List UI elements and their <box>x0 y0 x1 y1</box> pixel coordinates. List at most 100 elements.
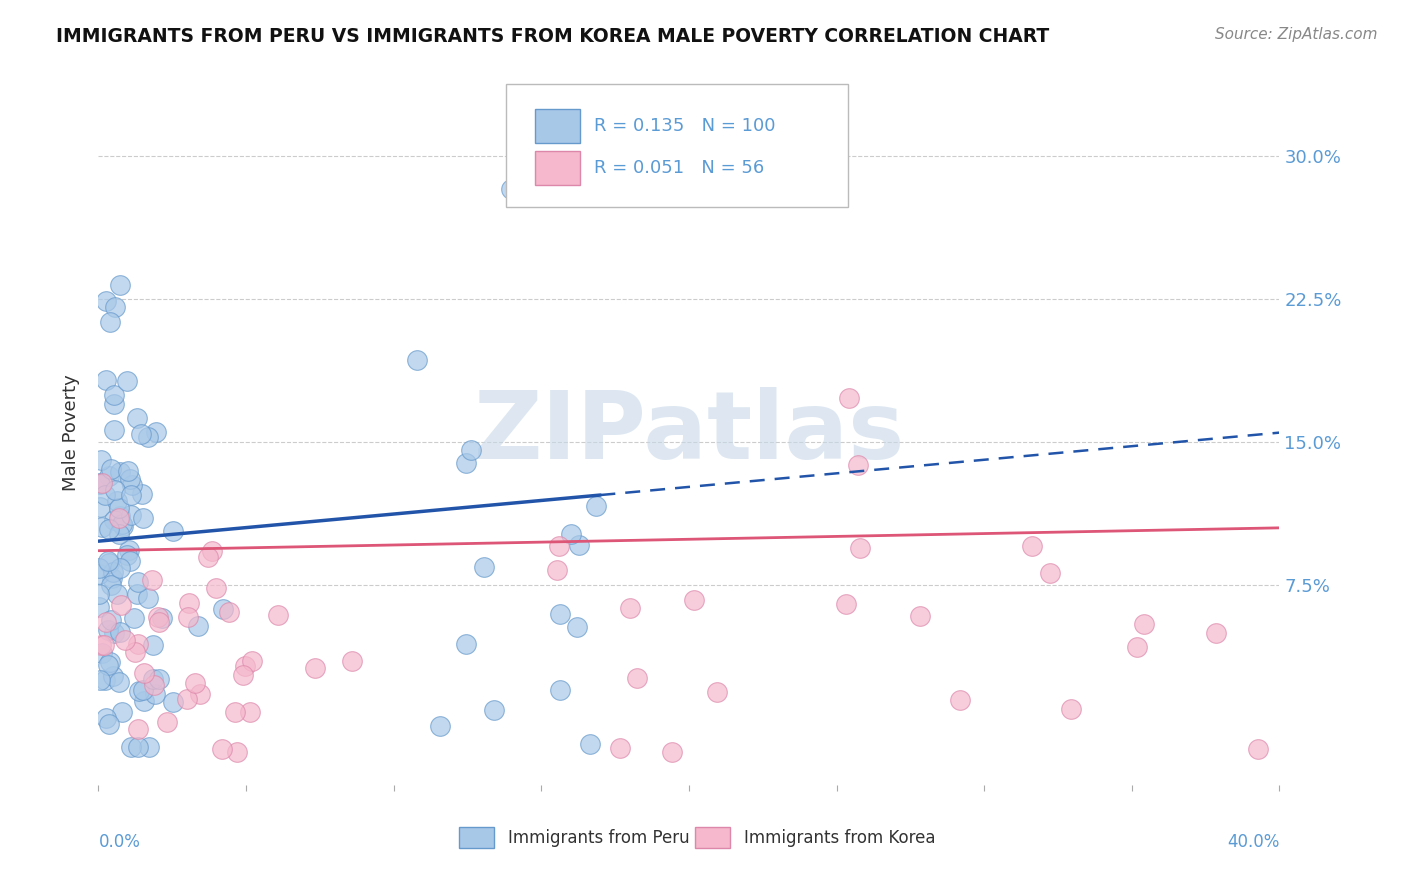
Point <box>98 717 121 731</box>
Point <box>98 655 121 669</box>
Point <box>342 654 364 668</box>
Point <box>156 714 179 729</box>
Point <box>131 487 153 501</box>
Point <box>120 739 142 754</box>
Point <box>91 646 114 660</box>
Point <box>89 561 111 575</box>
Point <box>949 693 972 707</box>
FancyBboxPatch shape <box>506 84 848 207</box>
Point <box>127 637 149 651</box>
Point <box>143 677 166 691</box>
Point <box>100 571 122 585</box>
Point <box>122 611 145 625</box>
Text: R = 0.135   N = 100: R = 0.135 N = 100 <box>595 117 776 135</box>
Point <box>107 675 129 690</box>
Point <box>454 637 477 651</box>
Point <box>205 581 228 595</box>
Point <box>706 685 728 699</box>
Text: Source: ZipAtlas.com: Source: ZipAtlas.com <box>1215 27 1378 42</box>
Point <box>110 625 132 640</box>
Point <box>120 508 142 522</box>
Point <box>127 739 149 754</box>
Point <box>97 554 120 568</box>
Point <box>127 722 149 736</box>
Point <box>103 513 125 527</box>
Point <box>98 556 121 570</box>
Text: ZIPatlas: ZIPatlas <box>474 386 904 479</box>
Point <box>846 458 869 472</box>
Point <box>110 598 132 612</box>
Point <box>201 544 224 558</box>
Point <box>89 566 111 581</box>
Point <box>482 703 505 717</box>
Point <box>107 500 129 515</box>
Point <box>104 483 127 497</box>
Point <box>121 478 143 492</box>
Point <box>187 619 209 633</box>
Point <box>838 391 860 405</box>
Point <box>162 524 184 538</box>
Point <box>103 397 125 411</box>
Point <box>148 615 170 629</box>
Point <box>232 668 254 682</box>
Point <box>127 587 149 601</box>
Point <box>188 688 211 702</box>
Point <box>211 602 233 616</box>
Point <box>179 596 201 610</box>
Point <box>114 633 136 648</box>
Point <box>456 456 478 470</box>
Point <box>101 669 124 683</box>
Text: Immigrants from Korea: Immigrants from Korea <box>744 829 936 847</box>
Point <box>132 683 155 698</box>
Point <box>108 277 131 292</box>
Point <box>226 745 249 759</box>
Point <box>118 543 141 558</box>
FancyBboxPatch shape <box>536 109 581 143</box>
Point <box>90 452 112 467</box>
Point <box>682 592 704 607</box>
Point <box>100 577 122 591</box>
Point <box>89 475 111 490</box>
Point <box>619 601 641 615</box>
Point <box>132 694 155 708</box>
Point <box>910 608 932 623</box>
Point <box>626 671 648 685</box>
Point <box>1060 702 1083 716</box>
Point <box>560 527 582 541</box>
Point <box>108 527 131 541</box>
Point <box>1205 625 1227 640</box>
FancyBboxPatch shape <box>695 827 730 848</box>
Y-axis label: Male Poverty: Male Poverty <box>62 375 80 491</box>
Point <box>1247 742 1270 756</box>
Point <box>429 719 451 733</box>
Point <box>546 563 568 577</box>
Point <box>103 388 125 402</box>
Point <box>143 687 166 701</box>
Point <box>105 587 128 601</box>
Point <box>218 605 240 619</box>
Point <box>94 294 117 309</box>
Point <box>94 673 117 687</box>
Point <box>111 517 134 532</box>
Point <box>100 462 122 476</box>
Point <box>242 654 264 668</box>
Point <box>108 508 131 523</box>
Point <box>162 695 184 709</box>
Text: R = 0.051   N = 56: R = 0.051 N = 56 <box>595 160 765 178</box>
FancyBboxPatch shape <box>458 827 494 848</box>
Point <box>105 494 128 508</box>
Point <box>472 560 495 574</box>
Point <box>609 741 631 756</box>
Point <box>118 472 141 486</box>
FancyBboxPatch shape <box>536 152 581 186</box>
Point <box>93 638 115 652</box>
Point <box>89 477 111 491</box>
Point <box>136 429 159 443</box>
Point <box>145 425 167 439</box>
Point <box>138 739 160 754</box>
Point <box>550 607 572 621</box>
Point <box>115 549 138 563</box>
Point <box>224 705 246 719</box>
Point <box>460 443 482 458</box>
Point <box>661 745 683 759</box>
